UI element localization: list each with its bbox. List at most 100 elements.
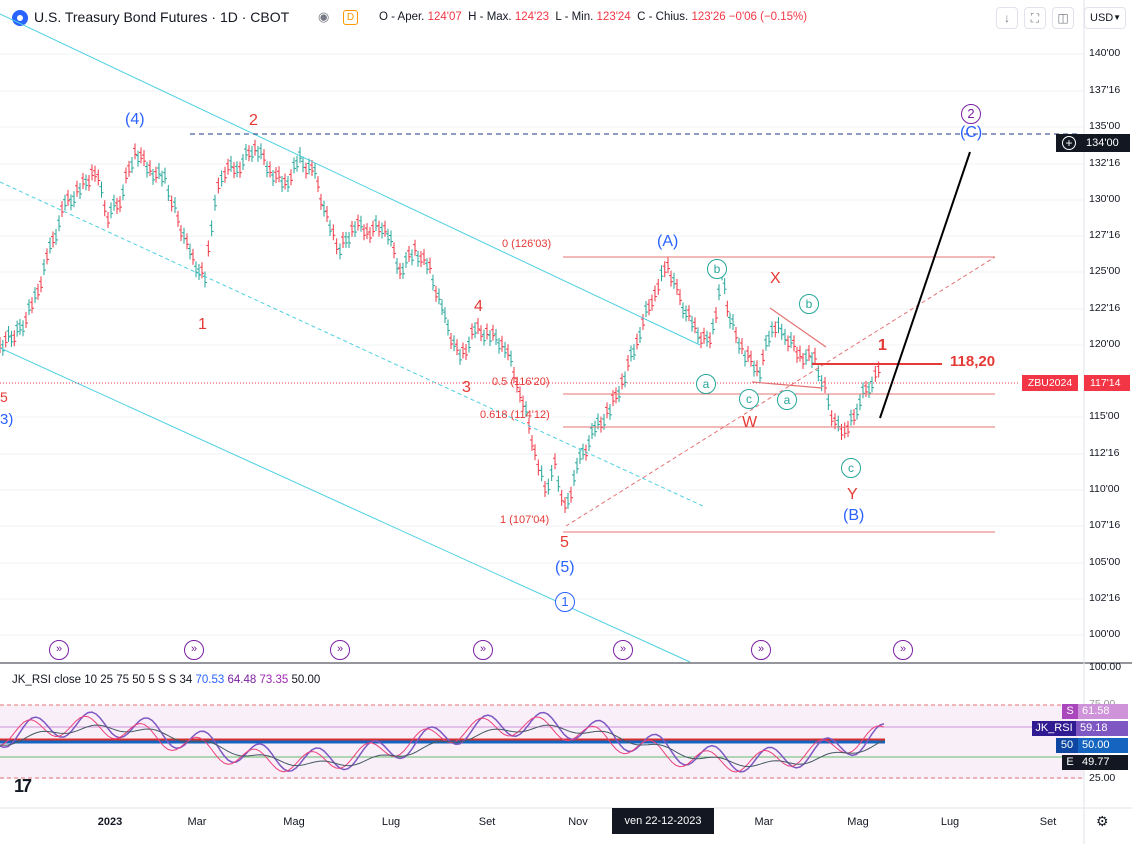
currency-label: USD (1090, 12, 1114, 24)
rsi-legend-params: close 10 25 75 50 5 S S 34 (54, 674, 193, 686)
wave-label-wave-4-red[interactable]: 4 (474, 298, 483, 315)
wave-label-wave-circle-1[interactable]: 1 (555, 592, 575, 612)
wave-label-wave-B[interactable]: (B) (843, 507, 865, 524)
rsi-tag-e: E 49.77 (1062, 755, 1128, 770)
wave-label-wave-1-small[interactable]: 1 (878, 337, 887, 354)
price-axis-label: 120'00 (1089, 338, 1121, 350)
time-axis-label: Mag (283, 816, 305, 828)
rsi-tag-e-key: E (1062, 755, 1078, 770)
chevron-down-icon: ▼ (1113, 13, 1121, 22)
last-price-tag: 117'14 (1084, 375, 1130, 391)
rsi-axis-100: 100.00 (1089, 661, 1122, 673)
rsi-val-3: 73.35 (259, 674, 289, 686)
wave-label-circ-c1[interactable]: c (739, 389, 759, 409)
wave-label-circ-c2[interactable]: c (841, 458, 861, 478)
rsi-axis-25: 25.00 (1089, 772, 1116, 784)
event-marker-icon[interactable]: » (184, 640, 204, 660)
wave-label-circ-b1[interactable]: b (707, 259, 727, 279)
time-axis-label: 2023 (97, 816, 123, 828)
price-axis-label: 140'00 (1089, 47, 1121, 59)
candles (0, 139, 881, 514)
wave-label-fib-0[interactable]: 0 (126'03) (502, 238, 552, 250)
event-marker-icon[interactable]: » (751, 640, 771, 660)
rsi-val-4: 50.00 (291, 674, 321, 686)
wave-label-left-edge-5[interactable]: 5 (0, 389, 8, 405)
arrow-down-icon[interactable]: ↓ (996, 7, 1018, 29)
target-price-value: 134'00 (1086, 137, 1119, 149)
time-axis-label: Lug (381, 816, 401, 828)
rsi-legend-name: JK_RSI (12, 674, 51, 686)
rsi-tag-s-key: S (1062, 704, 1078, 719)
price-axis-label: 112'16 (1089, 447, 1120, 459)
fullscreen-icon[interactable]: ⛶ (1024, 7, 1046, 29)
wave-label-fib-1[interactable]: 1 (107'04) (500, 514, 550, 526)
price-axis-label: 102'16 (1089, 592, 1121, 604)
wave-label-wave-circle-2[interactable]: 2 (961, 104, 981, 124)
wave-label-level-label[interactable]: 118,20 (950, 353, 996, 370)
rsi-tag-50-key: 50 (1056, 738, 1078, 753)
rsi-val-1: 70.53 (195, 674, 225, 686)
wave-label-wave-5-red[interactable]: 5 (560, 534, 569, 551)
price-axis-label: 115'00 (1089, 410, 1120, 422)
time-axis-label: Lug (940, 816, 960, 828)
time-axis-label: Mar (754, 816, 774, 828)
wave-label-circ-a2[interactable]: a (777, 390, 797, 410)
price-axis-label: 130'00 (1089, 193, 1121, 205)
event-marker-icon[interactable]: » (613, 640, 633, 660)
wave-label-fib-05[interactable]: 0.5 (116'20) (492, 376, 550, 388)
wave-label-left-edge-3[interactable]: 3) (0, 411, 14, 428)
rsi-tag-50: 50 50.00 (1056, 738, 1128, 753)
event-marker-icon[interactable]: » (473, 640, 493, 660)
rsi-tag-s-value: 61.58 (1078, 704, 1128, 719)
event-marker-icon[interactable]: » (330, 640, 350, 660)
price-axis-label: 105'00 (1089, 556, 1121, 568)
tradingview-logo-icon: 17 (14, 776, 32, 796)
time-axis-label: Set (478, 816, 496, 828)
rsi-tag-jk-key: JK_RSI (1032, 721, 1076, 736)
change-value: −0'06 (−0.15%) (728, 11, 808, 23)
rsi-tag-jk: JK_RSI 59.18 (1032, 721, 1128, 736)
wave-label-wave-2-red[interactable]: 2 (249, 112, 258, 129)
price-axis-label: 110'00 (1089, 483, 1120, 495)
crosshair-date: ven 22-12-2023 (612, 808, 714, 834)
price-axis-label: 135'00 (1089, 120, 1121, 132)
gear-icon[interactable]: ⚙ (1096, 813, 1109, 829)
plus-icon[interactable]: + (1062, 136, 1076, 150)
wave-label-wave-Y[interactable]: Y (847, 486, 858, 503)
time-axis-label: Nov (568, 816, 588, 828)
wave-label-wave-5-major[interactable]: (5) (555, 559, 575, 576)
rsi-tag-e-value: 49.77 (1078, 755, 1128, 770)
symbol-tag: ZBU2024 (1022, 375, 1078, 391)
price-axis-label: 122'16 (1089, 302, 1121, 314)
price-axis-label: 132'16 (1089, 157, 1121, 169)
event-marker-icon[interactable]: » (49, 640, 69, 660)
wave-label-wave-C[interactable]: (C) (960, 124, 983, 141)
wave-label-circ-b2[interactable]: b (799, 294, 819, 314)
chart-grid (0, 53, 1084, 636)
time-axis-label: Set (1039, 816, 1057, 828)
rsi-tag-s: S 61.58 (1062, 704, 1128, 719)
time-axis-label: Mar (187, 816, 207, 828)
wave-label-wave-3-red[interactable]: 3 (462, 379, 471, 396)
price-axis-label: 125'00 (1089, 265, 1121, 277)
event-marker-icon[interactable]: » (893, 640, 913, 660)
rsi-legend[interactable]: JK_RSI close 10 25 75 50 5 S S 34 70.53 … (12, 674, 320, 686)
time-axis-label: Mag (847, 816, 869, 828)
rsi-tag-50-value: 50.00 (1078, 738, 1128, 753)
target-price-marker[interactable]: + 134'00 (1056, 134, 1130, 152)
screenshot-icon[interactable]: ◫ (1052, 7, 1074, 29)
rsi-val-2: 64.48 (227, 674, 257, 686)
currency-select[interactable]: USD ▼ (1084, 7, 1126, 29)
wave-label-wave-A[interactable]: (A) (657, 233, 679, 250)
price-axis-label: 137'16 (1089, 84, 1121, 96)
price-axis-label: 100'00 (1089, 628, 1121, 640)
wave-label-circ-a1[interactable]: a (696, 374, 716, 394)
price-axis-label: 107'16 (1089, 519, 1121, 531)
wave-label-wave-1-red[interactable]: 1 (198, 316, 207, 333)
price-axis-label: 127'16 (1089, 229, 1121, 241)
wave-label-wave-W[interactable]: W (742, 414, 758, 431)
wave-label-fib-0618[interactable]: 0.618 (114'12) (480, 409, 550, 421)
wave-label-wave-4-major[interactable]: (4) (125, 111, 145, 128)
wave-label-wave-X[interactable]: X (770, 270, 781, 287)
